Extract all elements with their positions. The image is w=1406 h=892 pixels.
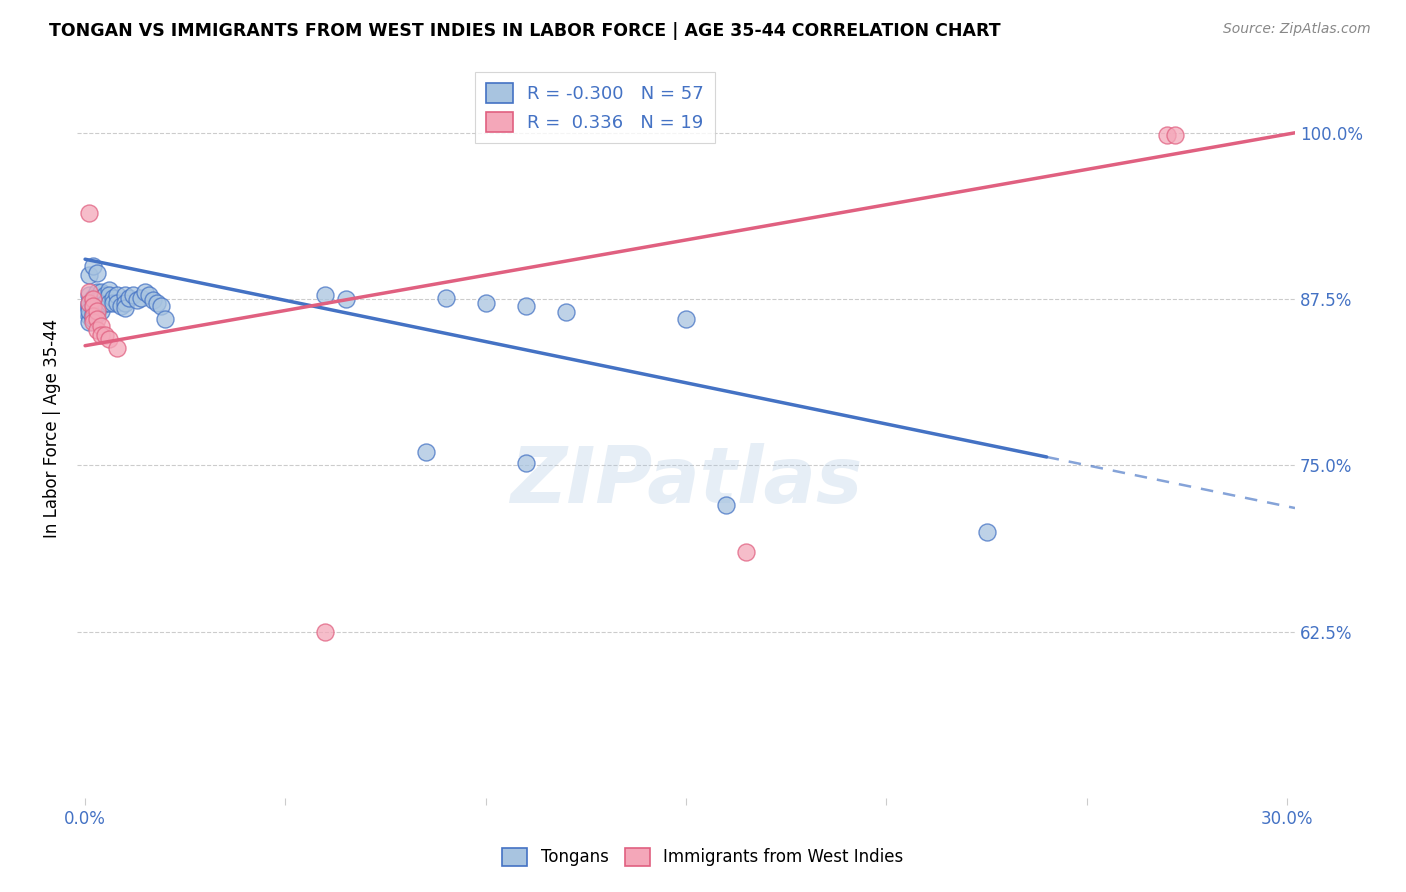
Point	[90, 291, 112, 305]
Point	[94, 328, 117, 343]
Point	[515, 299, 537, 313]
Point	[82, 315, 104, 329]
Point	[86, 293, 108, 308]
Point	[1156, 128, 1178, 143]
Point	[77, 299, 100, 313]
Point	[94, 288, 117, 302]
Point	[82, 296, 104, 310]
Point	[86, 312, 108, 326]
Point	[98, 283, 121, 297]
Legend: R = -0.300   N = 57, R =  0.336   N = 19: R = -0.300 N = 57, R = 0.336 N = 19	[475, 72, 714, 143]
Point	[77, 310, 100, 324]
Point	[77, 315, 100, 329]
Point	[150, 299, 173, 313]
Point	[90, 318, 112, 333]
Point	[77, 288, 100, 302]
Point	[86, 266, 108, 280]
Point	[415, 445, 437, 459]
Point	[110, 299, 132, 313]
Text: ZIPatlas: ZIPatlas	[510, 442, 862, 518]
Point	[474, 296, 496, 310]
Legend: Tongans, Immigrants from West Indies: Tongans, Immigrants from West Indies	[495, 841, 911, 873]
Point	[82, 307, 104, 321]
Point	[90, 304, 112, 318]
Point	[82, 292, 104, 306]
Point	[82, 299, 104, 313]
Point	[82, 301, 104, 316]
Point	[105, 296, 128, 310]
Point	[86, 285, 108, 300]
Point	[101, 291, 124, 305]
Point	[155, 312, 177, 326]
Point	[515, 456, 537, 470]
Point	[98, 332, 121, 346]
Point	[127, 293, 149, 308]
Point	[94, 296, 117, 310]
Point	[98, 296, 121, 310]
Point	[122, 288, 145, 302]
Point	[146, 296, 169, 310]
Point	[105, 342, 128, 356]
Point	[82, 312, 104, 326]
Point	[86, 299, 108, 313]
Text: TONGAN VS IMMIGRANTS FROM WEST INDIES IN LABOR FORCE | AGE 35-44 CORRELATION CHA: TONGAN VS IMMIGRANTS FROM WEST INDIES IN…	[49, 22, 1001, 40]
Point	[77, 296, 100, 310]
Point	[976, 524, 998, 539]
Point	[114, 288, 136, 302]
Point	[735, 545, 758, 559]
Point	[134, 285, 156, 300]
Point	[114, 301, 136, 316]
Point	[714, 499, 737, 513]
Point	[86, 307, 108, 321]
Y-axis label: In Labor Force | Age 35-44: In Labor Force | Age 35-44	[44, 319, 60, 539]
Point	[1164, 128, 1187, 143]
Point	[82, 291, 104, 305]
Point	[675, 312, 697, 326]
Point	[314, 624, 336, 639]
Point	[101, 296, 124, 310]
Point	[554, 305, 576, 319]
Point	[90, 299, 112, 313]
Point	[86, 304, 108, 318]
Point	[105, 288, 128, 302]
Point	[90, 285, 112, 300]
Point	[118, 291, 141, 305]
Point	[90, 328, 112, 343]
Point	[77, 304, 100, 318]
Point	[77, 205, 100, 219]
Point	[82, 259, 104, 273]
Point	[114, 296, 136, 310]
Point	[314, 288, 336, 302]
Point	[77, 296, 100, 310]
Point	[86, 323, 108, 337]
Point	[129, 291, 152, 305]
Point	[138, 288, 160, 302]
Point	[142, 293, 165, 308]
Point	[77, 285, 100, 300]
Point	[335, 292, 357, 306]
Text: Source: ZipAtlas.com: Source: ZipAtlas.com	[1223, 22, 1371, 37]
Point	[434, 291, 457, 305]
Point	[77, 301, 100, 316]
Point	[98, 288, 121, 302]
Point	[82, 310, 104, 324]
Point	[77, 268, 100, 282]
